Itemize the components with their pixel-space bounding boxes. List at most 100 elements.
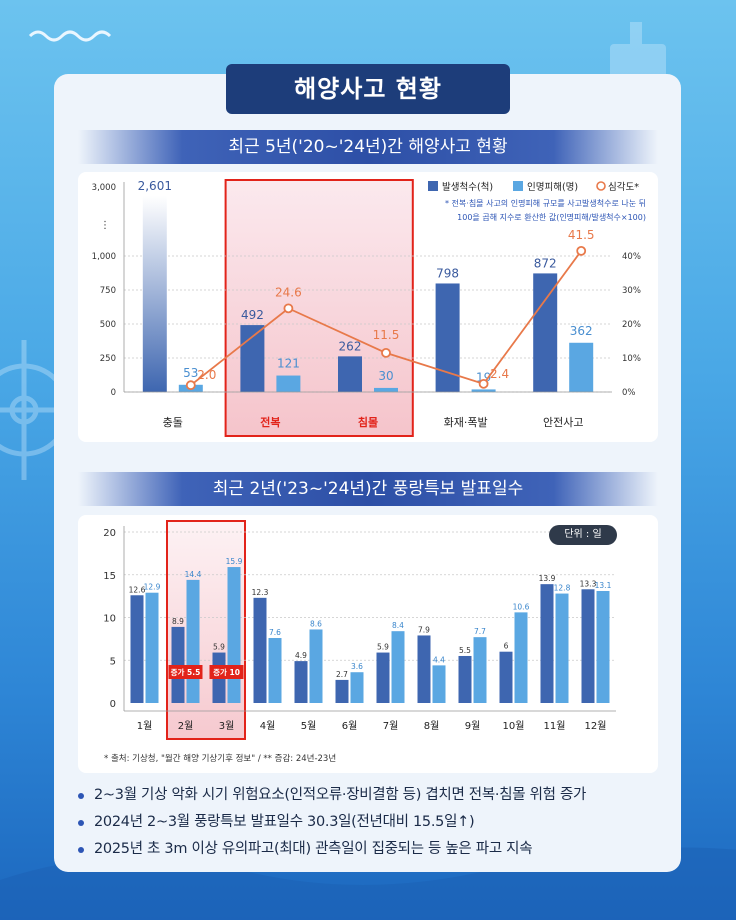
- x-tick-label: 안전사고: [543, 416, 583, 429]
- bar-2023: [540, 584, 554, 703]
- x-tick-label: 8월: [424, 720, 440, 732]
- bar-light-label: 53: [183, 366, 198, 380]
- chart-note: * 전복·침몰 사고의 인명피해 규모를 사고발생척수로 나눈 뒤: [445, 198, 646, 208]
- severity-label: 11.5: [373, 328, 400, 342]
- severity-point: [381, 347, 391, 358]
- bar-2023-label: 12.6: [129, 585, 146, 594]
- bar-light-label: 121: [277, 357, 300, 371]
- y2-tick-label: 30%: [622, 286, 641, 296]
- bar-2023: [171, 626, 185, 703]
- x-tick-label: 5월: [301, 720, 317, 732]
- x-tick-label: 전복: [260, 415, 280, 429]
- bar-2023: [253, 597, 267, 703]
- x-tick-label: 침몰: [358, 415, 378, 429]
- summary-list: 2~3월 기상 악화 시기 위험요소(인적오류·장비결함 등) 겹치면 전복·침…: [78, 782, 678, 863]
- y-tick-label: 1,000: [92, 252, 116, 262]
- severity-label: 41.5: [568, 228, 595, 242]
- x-tick-label: 9월: [465, 720, 481, 732]
- bar-light-label: 30: [378, 369, 393, 383]
- y-tick-label: 3,000: [92, 183, 116, 193]
- section2-title: 최근 2년('23~'24년)간 풍랑특보 발표일수: [78, 472, 658, 506]
- x-tick-label: 6월: [342, 720, 358, 732]
- legend-swatch: [428, 181, 438, 191]
- bar-2024-label: 15.9: [226, 557, 243, 566]
- bar-dark-label: 872: [534, 256, 557, 270]
- bar-dark: [338, 356, 362, 392]
- bar-2024-label: 10.6: [513, 602, 530, 611]
- bar-2023-label: 5.5: [459, 646, 471, 655]
- y-tick-label: 0: [110, 699, 116, 710]
- bar-2024: [596, 590, 610, 703]
- bar-2024: [186, 579, 200, 703]
- bar-2023: [458, 655, 472, 703]
- bar-2023: [130, 595, 144, 703]
- severity-label: 2.0: [197, 368, 216, 382]
- bar-2023: [294, 661, 308, 703]
- section1-title: 최근 5년('20~'24년)간 해양사고 현황: [78, 130, 658, 164]
- bar-light: [569, 342, 594, 392]
- bar-2023-label: 5.9: [377, 643, 389, 652]
- bar-2024-label: 14.4: [185, 570, 202, 579]
- bar-dark: [533, 273, 558, 392]
- x-tick-label: 화재·폭발: [444, 416, 488, 429]
- severity-label: 2.4: [490, 367, 509, 381]
- bar-2023-label: 13.9: [539, 574, 556, 583]
- bar-dark-label: 492: [241, 308, 264, 322]
- summary-item: 2025년 초 3m 이상 유의파고(최대) 관측일이 집중되는 등 높은 파고…: [78, 836, 678, 863]
- y2-tick-label: 20%: [622, 320, 641, 330]
- x-tick-label: 4월: [260, 720, 276, 732]
- bar-dark-label: 2,601: [138, 179, 172, 193]
- bar-2023: [335, 679, 349, 703]
- bar-2023-label: 13.3: [580, 579, 597, 588]
- x-tick-label: 10월: [503, 720, 525, 732]
- x-tick-label: 7월: [383, 720, 399, 732]
- highlight-border: [166, 520, 246, 740]
- bar-2024-label: 8.4: [392, 621, 404, 630]
- bar-2024-label: 13.1: [595, 581, 612, 590]
- x-tick-label: 1월: [137, 720, 153, 732]
- legend-swatch: [596, 181, 606, 191]
- bar-2023-label: 8.9: [172, 617, 184, 626]
- bar-light: [276, 375, 301, 392]
- bar-2023: [499, 651, 513, 703]
- increase-badge-text: 증가 5.5: [171, 667, 201, 677]
- bar-2024: [391, 631, 405, 703]
- summary-item: 2~3월 기상 악화 시기 위험요소(인적오류·장비결함 등) 겹치면 전복·침…: [78, 782, 678, 809]
- severity-label: 24.6: [275, 285, 302, 299]
- chart-note: 100을 곱해 지수로 환산한 값(인명피해/발생척수×100): [457, 212, 646, 222]
- page-title: 해양사고 현황: [226, 64, 510, 114]
- y-tick-label: 250: [100, 354, 116, 364]
- bar-dark: [142, 196, 167, 392]
- x-tick-label: 12월: [585, 720, 607, 732]
- bar-2024: [555, 593, 569, 703]
- unit-badge: 단위 : 일: [549, 525, 617, 545]
- bar-2024: [350, 672, 364, 703]
- bar-dark-label: 262: [339, 339, 362, 353]
- bar-2024: [309, 629, 323, 703]
- legend-label: 발생척수(척): [442, 182, 493, 193]
- bar-2024: [145, 592, 159, 703]
- bar-2023-label: 6: [504, 642, 509, 651]
- bar-2024-label: 8.6: [310, 619, 322, 628]
- y-axis-break: ⋮: [100, 220, 110, 231]
- bar-2024: [473, 637, 487, 703]
- y-tick-label: 500: [100, 320, 116, 330]
- bar-2023-label: 12.3: [252, 588, 269, 597]
- bar-2023-label: 7.9: [418, 625, 430, 634]
- summary-item: 2024년 2~3월 풍랑특보 발표일수 30.3일(전년대비 15.5일↑): [78, 809, 678, 836]
- legend-swatch: [513, 181, 523, 191]
- bar-2024: [227, 567, 241, 703]
- y-tick-label: 10: [103, 614, 116, 625]
- bar-2024-label: 3.6: [351, 662, 363, 671]
- bar-2024-label: 12.9: [144, 583, 161, 592]
- bar-2023-label: 5.9: [213, 643, 225, 652]
- y-tick-label: 5: [110, 656, 116, 667]
- bar-2023-label: 4.9: [295, 651, 307, 660]
- bar-2023: [417, 635, 431, 703]
- severity-point: [478, 378, 489, 389]
- bar-dark-label: 798: [436, 266, 459, 280]
- bar-2024-label: 7.6: [269, 628, 281, 637]
- y-tick-label: 750: [100, 286, 116, 296]
